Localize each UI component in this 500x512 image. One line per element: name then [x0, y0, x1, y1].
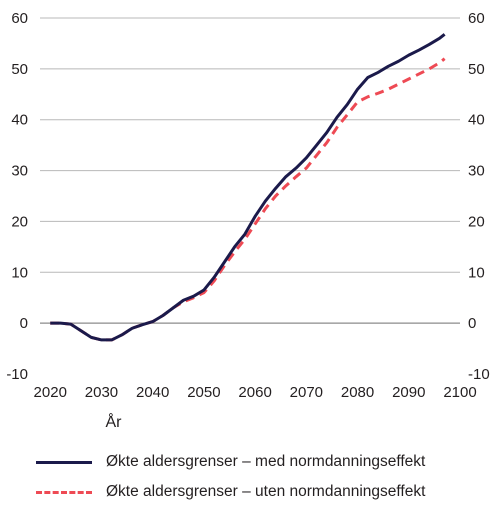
y-tick-label-left: 30 — [11, 163, 28, 180]
y-tick-label-right: 10 — [468, 264, 485, 281]
y-tick-label-right: 50 — [468, 61, 485, 78]
y-tick-label-right: 30 — [468, 163, 485, 180]
y-tick-label-right: 20 — [468, 213, 485, 230]
y-tick-label-left: 60 — [11, 10, 28, 27]
legend-swatch-solid — [36, 461, 92, 464]
legend-label-series-1: Økte aldersgrenser – med normdanningseff… — [106, 453, 426, 470]
y-axis-left: -10 0 10 20 30 40 50 60 — [6, 10, 28, 383]
y-tick-label-left: 10 — [11, 264, 28, 281]
x-tick-label: 2050 — [187, 384, 220, 401]
y-tick-label-right: -10 — [468, 366, 490, 383]
x-tick-label: 2070 — [290, 384, 323, 401]
y-tick-label-left: -10 — [6, 366, 28, 383]
x-tick-label: 2090 — [392, 384, 425, 401]
x-tick-label: 2030 — [85, 384, 118, 401]
y-tick-label-left: 50 — [11, 61, 28, 78]
legend: Økte aldersgrenser – med normdanningseff… — [30, 452, 490, 512]
series-line-2 — [50, 57, 446, 342]
series-lines — [50, 33, 446, 342]
legend-item-series-1: Økte aldersgrenser – med normdanningseff… — [30, 452, 490, 472]
x-tick-label: 2100 — [443, 384, 476, 401]
x-axis-label: År — [105, 412, 122, 431]
legend-item-series-2: Økte aldersgrenser – uten normdanningsef… — [30, 482, 490, 502]
x-axis: 2020 2030 2040 2050 2060 2070 2080 2090 2100 — [34, 384, 477, 401]
y-tick-label-left: 20 — [11, 213, 28, 230]
x-tick-label: 2040 — [136, 384, 169, 401]
y-tick-label-right: 0 — [468, 315, 476, 332]
x-tick-label: 2060 — [238, 384, 271, 401]
y-tick-label-left: 40 — [11, 112, 28, 129]
x-tick-label: 2080 — [341, 384, 374, 401]
gridlines — [40, 17, 460, 324]
x-tick-label: 2020 — [34, 384, 67, 401]
legend-label-series-2: Økte aldersgrenser – uten normdanningsef… — [106, 483, 426, 500]
y-tick-label-right: 40 — [468, 112, 485, 129]
legend-swatch-dashed — [36, 491, 92, 494]
y-tick-label-left: 0 — [20, 315, 28, 332]
y-axis-right: -10 0 10 20 30 40 50 60 — [468, 10, 490, 383]
y-tick-label-right: 60 — [468, 10, 485, 27]
series-line-1 — [50, 33, 446, 342]
